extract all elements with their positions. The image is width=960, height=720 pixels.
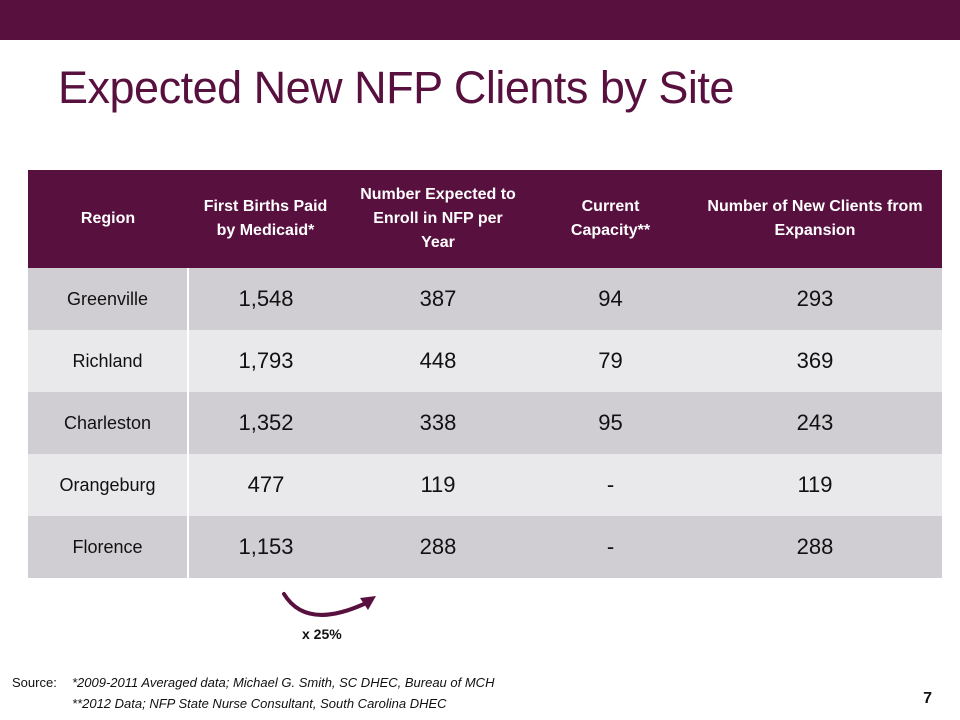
expected-enroll-cell: 119 bbox=[343, 454, 533, 516]
first-births-cell: 1,548 bbox=[188, 268, 343, 330]
expected-enroll-cell: 288 bbox=[343, 516, 533, 578]
table-row: Florence 1,153 288 - 288 bbox=[28, 516, 942, 578]
header-current-capacity: Current Capacity** bbox=[533, 170, 688, 268]
multiplier-label: x 25% bbox=[302, 626, 342, 642]
header-new-clients: Number of New Clients from Expansion bbox=[688, 170, 942, 268]
first-births-cell: 1,793 bbox=[188, 330, 343, 392]
capacity-cell: 95 bbox=[533, 392, 688, 454]
header-expected-enroll: Number Expected to Enroll in NFP per Yea… bbox=[343, 170, 533, 268]
first-births-cell: 1,352 bbox=[188, 392, 343, 454]
page-number: 7 bbox=[923, 690, 932, 707]
source-note-1: *2009-2011 Averaged data; Michael G. Smi… bbox=[72, 675, 495, 690]
curved-arrow-icon bbox=[276, 588, 386, 628]
region-cell: Orangeburg bbox=[28, 454, 189, 516]
region-cell: Charleston bbox=[28, 392, 189, 454]
header-region: Region bbox=[28, 170, 188, 268]
capacity-cell: - bbox=[533, 454, 688, 516]
slide-title: Expected New NFP Clients by Site bbox=[58, 62, 734, 113]
top-accent-bar bbox=[0, 0, 960, 40]
region-cell: Greenville bbox=[28, 268, 189, 330]
capacity-cell: 79 bbox=[533, 330, 688, 392]
new-clients-cell: 243 bbox=[688, 392, 942, 454]
table-row: Charleston 1,352 338 95 243 bbox=[28, 392, 942, 454]
table-header-row: Region First Births Paid by Medicaid* Nu… bbox=[28, 170, 942, 268]
new-clients-cell: 119 bbox=[688, 454, 942, 516]
new-clients-cell: 369 bbox=[688, 330, 942, 392]
expected-enroll-cell: 387 bbox=[343, 268, 533, 330]
first-births-cell: 477 bbox=[188, 454, 343, 516]
clients-table: Region First Births Paid by Medicaid* Nu… bbox=[28, 170, 943, 578]
table-row: Orangeburg 477 119 - 119 bbox=[28, 454, 942, 516]
new-clients-cell: 293 bbox=[688, 268, 942, 330]
expected-enroll-cell: 338 bbox=[343, 392, 533, 454]
header-first-births: First Births Paid by Medicaid* bbox=[188, 170, 343, 268]
first-births-cell: 1,153 bbox=[188, 516, 343, 578]
capacity-cell: - bbox=[533, 516, 688, 578]
expected-enroll-cell: 448 bbox=[343, 330, 533, 392]
source-label: Source: bbox=[12, 675, 57, 690]
table-row: Greenville 1,548 387 94 293 bbox=[28, 268, 942, 330]
region-cell: Richland bbox=[28, 330, 189, 392]
source-note-2: **2012 Data; NFP State Nurse Consultant,… bbox=[72, 696, 447, 711]
region-cell: Florence bbox=[28, 516, 189, 578]
new-clients-cell: 288 bbox=[688, 516, 942, 578]
table-row: Richland 1,793 448 79 369 bbox=[28, 330, 942, 392]
capacity-cell: 94 bbox=[533, 268, 688, 330]
